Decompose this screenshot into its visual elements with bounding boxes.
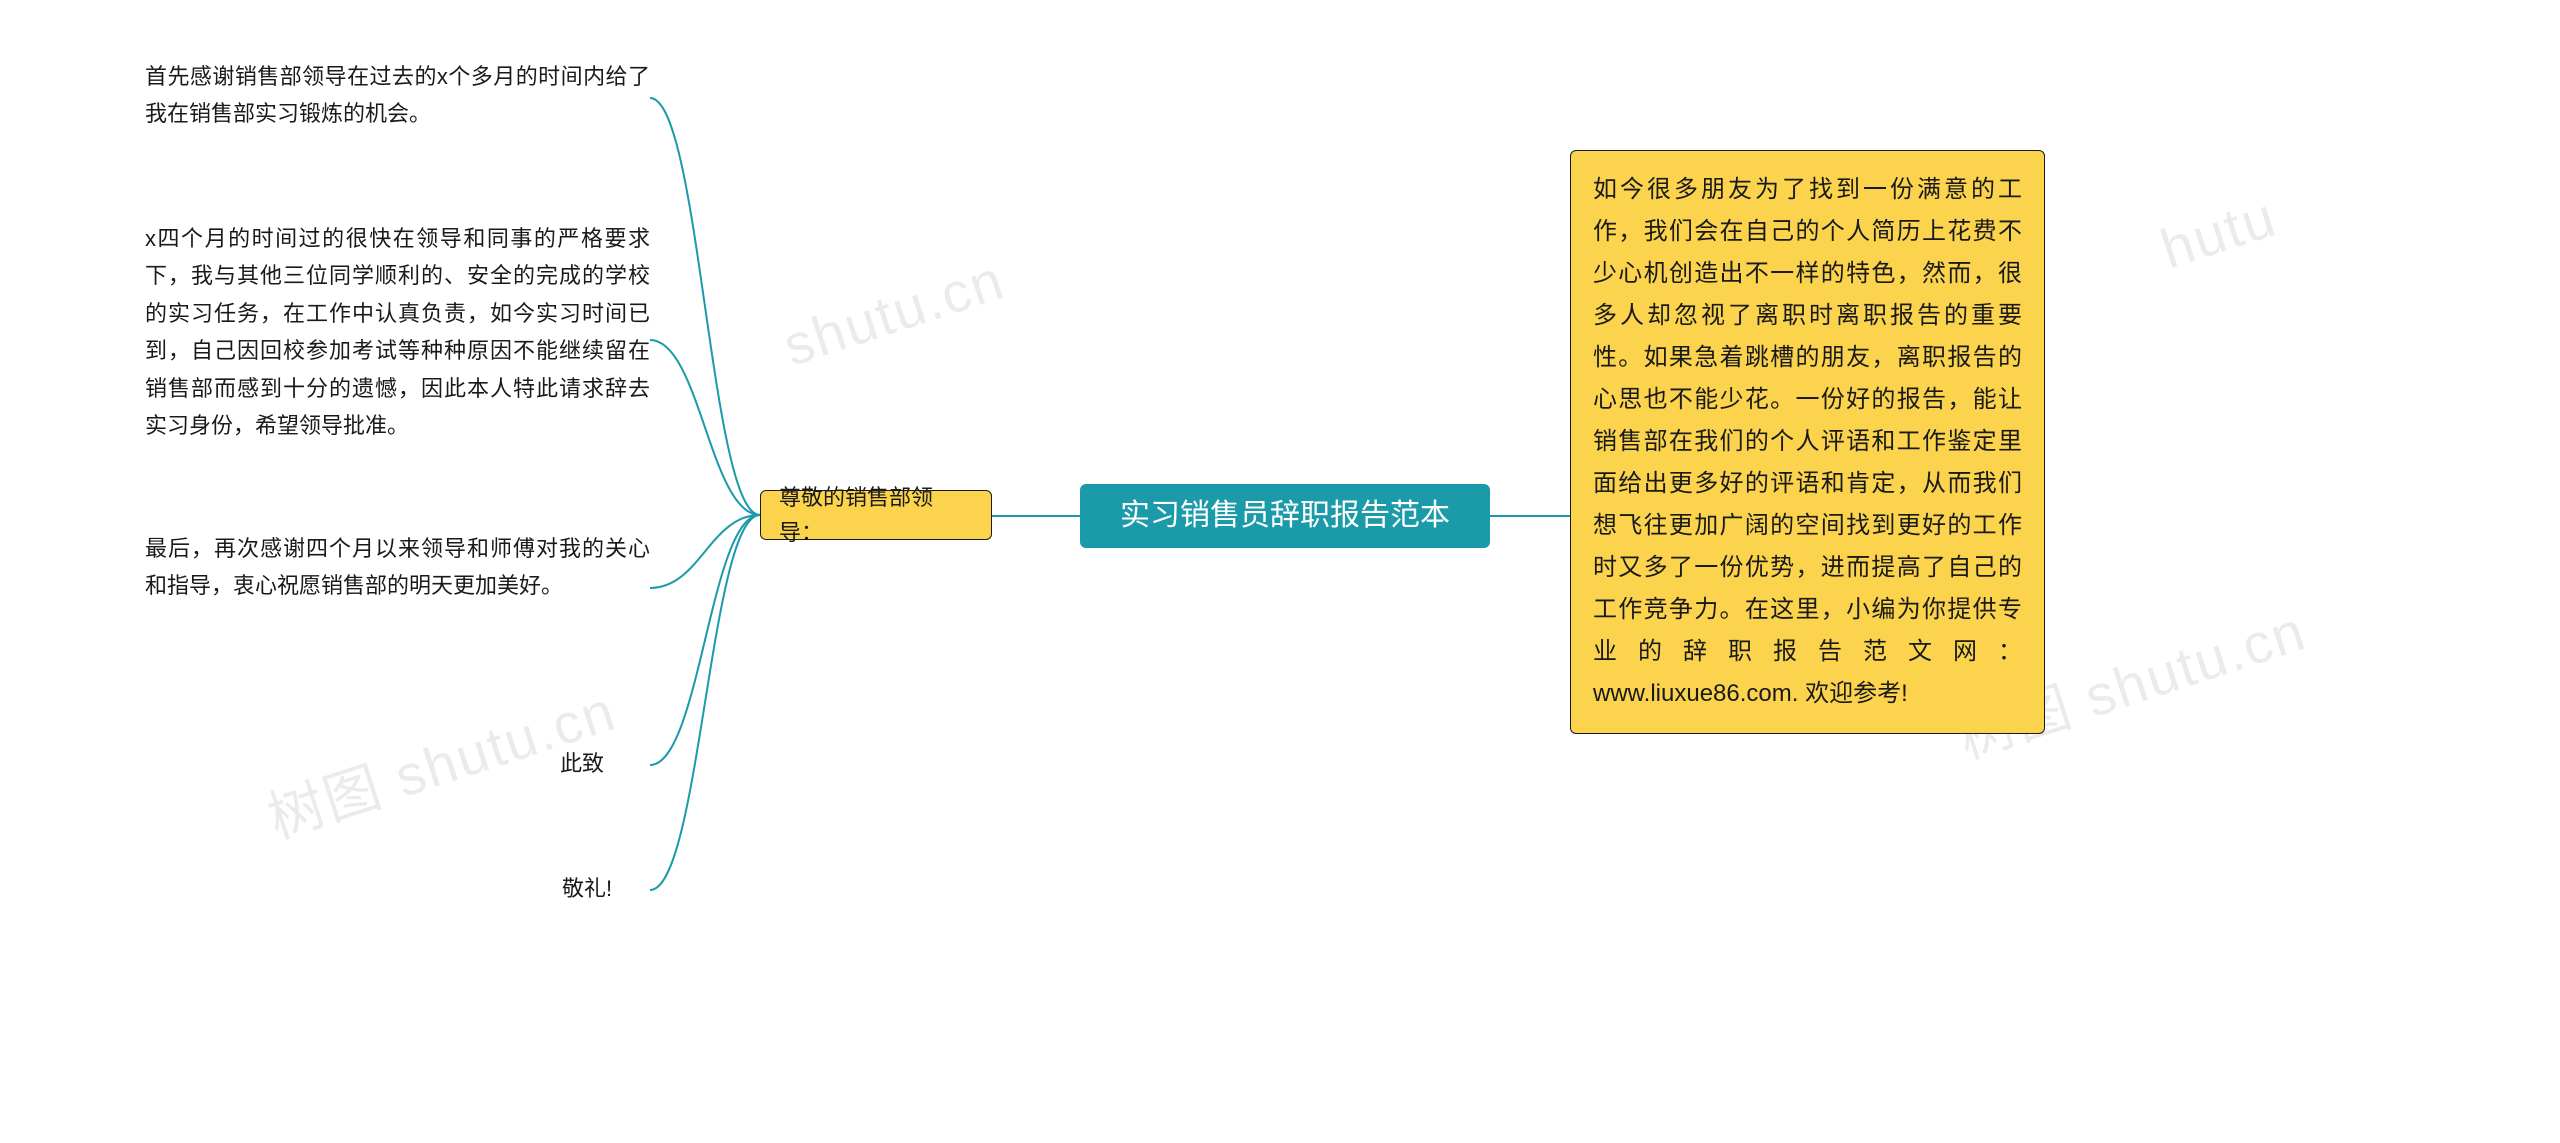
- center-title: 实习销售员辞职报告范本: [1120, 492, 1450, 540]
- leaf-node[interactable]: 最后，再次感谢四个月以来领导和师傅对我的关心和指导，衷心祝愿销售部的明天更加美好…: [145, 530, 650, 605]
- leaf-node[interactable]: 敬礼!: [562, 870, 652, 907]
- right-content-node[interactable]: 如今很多朋友为了找到一份满意的工作，我们会在自己的个人简历上花费不少心机创造出不…: [1570, 150, 2045, 734]
- leaf-text-2: 最后，再次感谢四个月以来领导和师傅对我的关心和指导，衷心祝愿销售部的明天更加美好…: [145, 536, 650, 598]
- left-branch-node[interactable]: 尊敬的销售部领导：: [760, 490, 992, 540]
- left-branch-label: 尊敬的销售部领导：: [779, 480, 973, 550]
- leaf-node[interactable]: x四个月的时间过的很快在领导和同事的严格要求下，我与其他三位同学顺利的、安全的完…: [145, 220, 650, 444]
- watermark: hutu: [2153, 184, 2284, 282]
- leaf-node[interactable]: 此致: [560, 745, 650, 782]
- leaf-text-4: 敬礼!: [562, 876, 612, 901]
- mindmap-center-node[interactable]: 实习销售员辞职报告范本: [1080, 484, 1490, 548]
- right-content-text: 如今很多朋友为了找到一份满意的工作，我们会在自己的个人简历上花费不少心机创造出不…: [1593, 169, 2022, 715]
- leaf-node[interactable]: 首先感谢销售部领导在过去的x个多月的时间内给了我在销售部实习锻炼的机会。: [145, 58, 650, 133]
- leaf-text-0: 首先感谢销售部领导在过去的x个多月的时间内给了我在销售部实习锻炼的机会。: [145, 64, 650, 126]
- watermark: shutu.cn: [776, 246, 1013, 378]
- leaf-text-3: 此致: [560, 751, 604, 776]
- leaf-text-1: x四个月的时间过的很快在领导和同事的严格要求下，我与其他三位同学顺利的、安全的完…: [145, 226, 650, 438]
